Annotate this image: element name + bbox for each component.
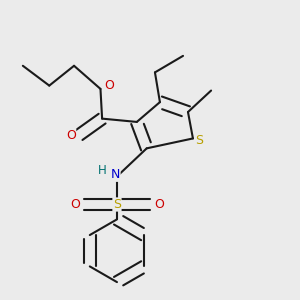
Text: H: H [98, 164, 106, 177]
Text: O: O [70, 198, 80, 211]
Text: O: O [104, 79, 114, 92]
Text: N: N [111, 168, 120, 181]
Text: S: S [195, 134, 203, 147]
Text: S: S [113, 198, 121, 211]
Text: O: O [154, 198, 164, 211]
Text: O: O [66, 129, 76, 142]
